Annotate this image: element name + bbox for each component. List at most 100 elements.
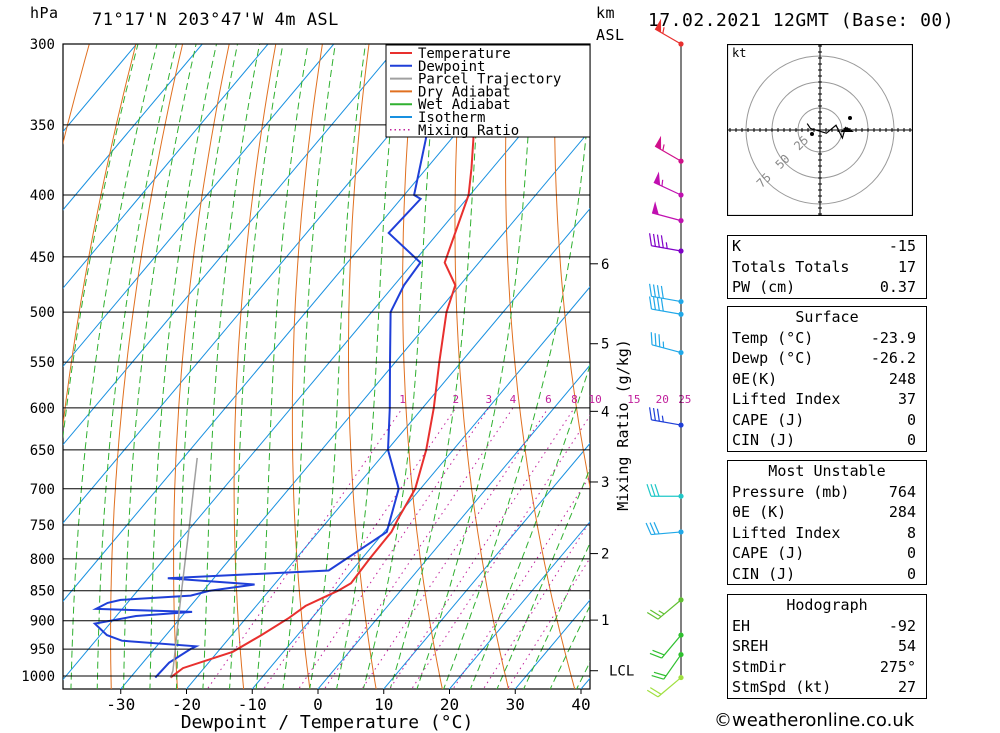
wind-barb-flag [649,652,662,659]
index-value: -23.9 [870,328,916,347]
wind-barb-shaft [651,419,682,426]
wind-barb [649,283,684,305]
x-tick-label: -30 [106,695,135,714]
wind-barb-flag [649,407,653,420]
mixing-ratio-label: 3 [485,393,492,406]
isotherm-line [63,44,466,524]
wind-barb-shaft [657,677,682,698]
pressure-tick-label: 900 [30,614,55,630]
index-label: Temp (°C) [732,328,814,347]
dry-adiabat-line [63,44,137,429]
wind-barb-flag [652,233,656,247]
wind-barb-flag [649,233,653,246]
copyright-link[interactable]: ©weatheronline.co.uk [714,710,915,731]
index-label: θE(K) [732,369,778,388]
wind-barb-half-flag [661,415,664,423]
pressure-tick-label: 600 [30,401,55,417]
index-value: 0 [906,431,916,449]
index-value: 27 [897,678,916,696]
wind-barb-shaft [651,245,682,252]
index-value: 764 [888,482,916,501]
wind-barb-pennant [653,171,661,186]
mixing-ratio-line [411,414,590,689]
dry-adiabat-line [928,44,1000,702]
pressure-tick-label: 800 [30,552,55,568]
wind-barb [654,18,684,47]
wind-barb-half-flag [665,242,668,249]
pressure-tick-label: 1000 [21,669,55,685]
index-value: -26.2 [870,349,916,367]
surface-indices-table: Surface Temp (°C) -23.9 Dewp (°C) -26.2 θE(K… [727,306,927,452]
wind-barb [651,651,684,680]
wind-barb-half-flag [662,144,665,151]
index-row: CIN (J) 0 [728,564,927,585]
dry-adiabat-line [291,44,323,689]
km-tick-label: 6 [601,257,609,273]
series-dewpoint [92,44,435,679]
wet-adiabat-line [389,44,483,689]
wind-barb-flag [656,408,660,422]
wind-barb-flag [653,522,660,535]
index-row: Lifted Index 37 [728,389,927,410]
wet-adiabat-line [496,467,590,689]
legend-label: Mixing Ratio [418,123,519,139]
index-row: StmSpd (kt) 27 [728,677,927,698]
wind-barb-shaft [651,344,682,354]
index-label: Pressure (mb) [732,482,850,501]
wind-barb-flag [651,674,664,680]
pressure-tick-label: 350 [30,118,55,134]
index-label: PW (cm) [732,278,796,296]
wind-barb-flag [649,687,662,695]
datetime-title: 17.02.2021 12GMT (Base: 00) [648,10,955,31]
wind-barb-shaft [651,295,682,303]
wet-adiabat-line [282,44,336,689]
index-row: Temp (°C) -23.9 [728,328,927,349]
hodograph-point [848,116,852,120]
wind-barb [649,632,684,659]
index-label: θE (K) [732,503,787,521]
pressure-tick-label: 550 [30,355,55,371]
wind-barb-flag [656,297,660,311]
legend-label: Temperature [418,46,511,62]
mixing-ratio-axis-label: Mixing Ratio (g/kg) [614,339,632,511]
wind-barb-flag [649,283,653,297]
km-tick-label: 2 [601,547,609,563]
legend-label: Parcel Trajectory [418,72,561,88]
km-tick-label: 1 [601,613,609,629]
dry-adiabat-line [173,44,230,689]
wet-adiabat-line [123,44,197,689]
index-value: 0 [906,544,916,562]
wind-barb [645,522,684,536]
index-value: 37 [897,390,916,408]
wet-adiabat-line [96,44,177,689]
wind-barb-flag [645,522,652,535]
wind-barb-pennant [655,18,662,33]
wind-barb-flag [650,484,656,497]
wet-adiabat-line [175,44,238,689]
hodograph-trace [806,123,847,140]
km-tick-label: 3 [601,475,609,491]
index-label: CAPE (J) [732,410,805,429]
dry-adiabat-line [505,44,576,689]
wet-adiabat-line [309,44,366,689]
index-label: EH [732,616,751,635]
index-row: CIN (J) 0 [728,430,927,451]
wet-adiabat-line [202,44,261,689]
wind-barb [649,233,684,254]
wind-barb [653,171,684,198]
pressure-tick-label: 950 [30,642,55,658]
wind-barb-flag [660,235,664,248]
pressure-tick-label: 750 [30,518,55,534]
wet-adiabat-line [70,44,158,689]
wind-barb-flag [646,612,659,620]
wet-adiabat-line [469,363,590,689]
index-value: 0 [906,410,916,429]
index-value: 17 [897,257,916,276]
pressure-tick-label: 650 [30,443,55,459]
pressure-tick-label: 700 [30,482,55,498]
isotherm-line [317,364,590,689]
legend-box [385,44,591,138]
legend-label: Dewpoint [418,59,485,75]
index-value: 8 [906,523,916,542]
